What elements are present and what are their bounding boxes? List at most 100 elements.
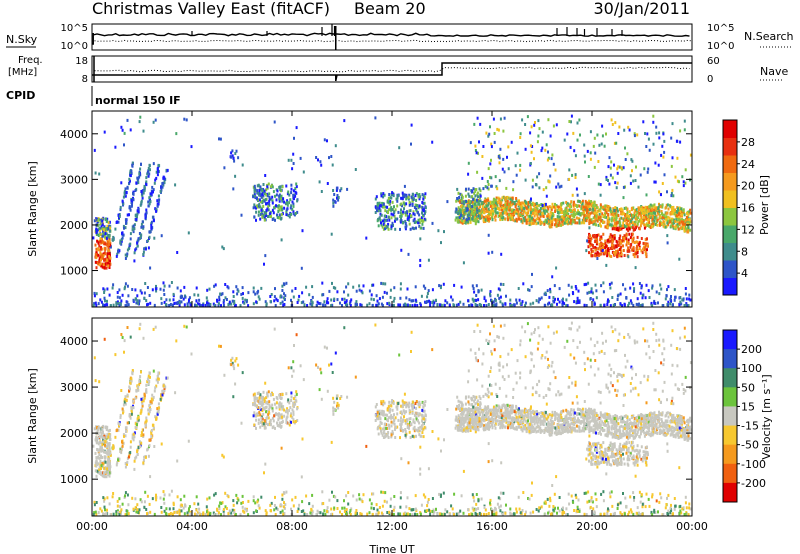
power-cell xyxy=(99,239,102,243)
velocity-cell xyxy=(294,394,297,398)
power-cell xyxy=(383,220,386,224)
power-cell xyxy=(500,252,503,256)
power-cell xyxy=(163,293,166,296)
power-cell xyxy=(230,151,233,155)
power-cell xyxy=(222,304,225,307)
power-cell xyxy=(570,114,573,118)
power-cell xyxy=(99,222,102,226)
velocity-cell xyxy=(137,418,140,422)
power-cell xyxy=(137,207,140,211)
power-cell xyxy=(506,202,509,206)
power-cell xyxy=(460,214,462,217)
power-cell xyxy=(139,235,142,239)
power-cell xyxy=(264,174,267,177)
power-cell xyxy=(512,303,515,307)
power-cell xyxy=(531,178,534,182)
power-cell xyxy=(632,282,635,286)
power-cell xyxy=(632,247,635,251)
power-cell xyxy=(386,302,389,306)
power-cell xyxy=(615,250,618,254)
power-cell xyxy=(594,151,597,155)
power-cell xyxy=(486,209,489,213)
power-cell xyxy=(526,213,528,217)
power-cell xyxy=(140,291,143,295)
power-cell xyxy=(275,297,278,301)
velocity-cell xyxy=(138,383,141,387)
power-cell xyxy=(146,172,149,176)
velocity-cell xyxy=(292,420,295,424)
velocity-cell xyxy=(97,462,100,466)
velocity-cell xyxy=(287,422,290,426)
power-cell xyxy=(275,193,278,197)
power-cell xyxy=(594,207,597,211)
power-cell xyxy=(382,227,385,231)
power-cell xyxy=(112,237,115,241)
power-cell xyxy=(678,218,681,222)
power-cell xyxy=(399,296,402,300)
power-cell xyxy=(253,193,256,197)
power-cell xyxy=(265,188,268,192)
power-cell xyxy=(678,221,681,225)
power-cell xyxy=(509,214,512,218)
power-cell xyxy=(595,212,598,216)
power-cell xyxy=(670,217,673,221)
power-cell xyxy=(566,222,569,226)
power-cell xyxy=(387,215,390,219)
velocity-cell xyxy=(275,406,278,410)
power-cell xyxy=(566,212,569,215)
power-cell xyxy=(671,122,674,126)
power-cell xyxy=(673,288,676,292)
power-scatter-cells xyxy=(92,114,692,308)
power-cell xyxy=(539,212,542,216)
power-cell xyxy=(469,206,472,210)
power-cell xyxy=(645,145,648,148)
power-cell xyxy=(619,302,622,306)
power-cell xyxy=(620,245,622,249)
power-cell xyxy=(569,209,572,212)
power-cell xyxy=(272,190,275,194)
power-cell xyxy=(394,227,397,231)
power-cell xyxy=(443,304,446,307)
power-cell xyxy=(115,221,118,224)
power-cell xyxy=(471,208,473,212)
power-cell xyxy=(633,209,636,212)
power-cell xyxy=(99,298,102,302)
power-cell xyxy=(92,236,95,240)
power-cell xyxy=(599,209,602,213)
power-cell xyxy=(683,304,686,307)
power-cell xyxy=(183,303,186,307)
power-ytick-label: 2000 xyxy=(60,219,88,232)
power-cell xyxy=(501,218,504,221)
power-cell xyxy=(614,253,617,257)
power-cell xyxy=(535,217,538,221)
power-cell xyxy=(527,211,529,215)
power-cell xyxy=(583,143,586,147)
power-cell xyxy=(474,204,477,208)
power-cell xyxy=(393,205,395,209)
velocity-cell xyxy=(106,460,109,464)
power-cell xyxy=(573,300,576,304)
power-cell xyxy=(258,297,261,301)
power-cell xyxy=(641,221,644,225)
power-cell xyxy=(556,215,559,219)
power-cell xyxy=(154,178,157,182)
power-cell xyxy=(123,190,126,194)
power-cell xyxy=(134,189,137,192)
power-cell xyxy=(592,298,595,302)
power-cell xyxy=(628,215,631,218)
velocity-cell xyxy=(108,446,111,450)
power-cell xyxy=(550,225,553,229)
power-cell xyxy=(141,196,144,200)
velocity-cell xyxy=(108,442,111,445)
power-cell xyxy=(661,182,664,185)
power-cell xyxy=(585,304,588,307)
power-cell xyxy=(120,239,123,243)
power-cell xyxy=(272,211,275,215)
power-cell xyxy=(578,221,581,225)
power-cell xyxy=(637,213,640,217)
power-cell xyxy=(104,299,106,303)
power-cell xyxy=(665,215,668,219)
velocity-cell xyxy=(118,457,121,461)
velocity-cell xyxy=(104,440,107,444)
power-cell xyxy=(332,189,335,192)
